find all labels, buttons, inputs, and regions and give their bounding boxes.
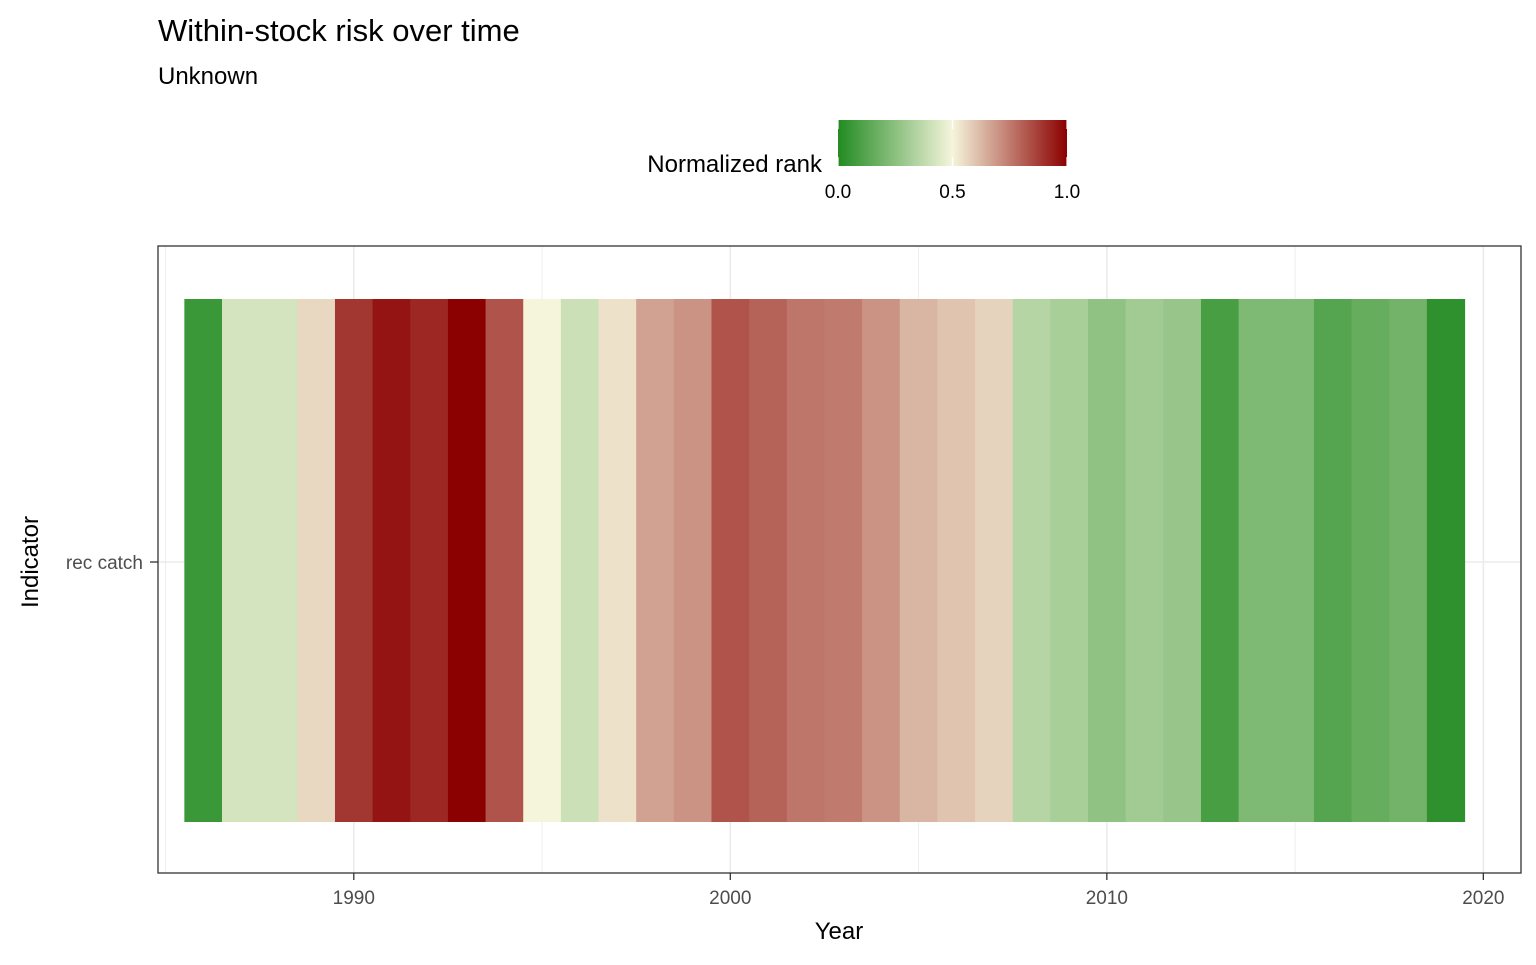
heatmap-tile (447, 299, 487, 822)
heatmap-tile (673, 299, 713, 822)
x-ticks: 1990 2000 2010 2020 (333, 873, 1504, 909)
legend-tick-label: 0.0 (825, 182, 851, 203)
legend-tick-label: 0.5 (939, 182, 965, 203)
heatmap-tile (786, 299, 826, 822)
heatmap-tile (1389, 299, 1428, 822)
x-tick-label: 2010 (1086, 888, 1128, 909)
legend-ticks: 0.0 0.5 1.0 (825, 120, 1080, 203)
x-axis: 1990 2000 2010 2020 Year (333, 873, 1504, 945)
heatmap-tile (1351, 299, 1390, 822)
heatmap-tile (1088, 299, 1127, 822)
heatmap-tile (1012, 299, 1051, 822)
heatmap-tile (862, 299, 901, 822)
heatmap-tile (372, 299, 411, 822)
heatmap-tile (899, 299, 938, 822)
legend-title: Normalized rank (647, 151, 823, 178)
heatmap-tile (334, 299, 374, 822)
plot-area (157, 245, 1522, 874)
heatmap-tile (184, 299, 223, 822)
x-tick-label: 2020 (1462, 888, 1504, 909)
heatmap-tile (1050, 299, 1089, 822)
heatmap-tile (1313, 299, 1353, 822)
chart-title: Within-stock risk over time (158, 13, 520, 48)
heatmap-tile (1426, 299, 1466, 822)
heatmap-tile (560, 299, 600, 822)
heatmap-tile (259, 299, 298, 822)
panel-border (157, 245, 1522, 874)
legend: Normalized rank 0.0 0.5 1.0 (647, 120, 1080, 203)
heatmap-tile (975, 299, 1014, 822)
heatmap-tile (410, 299, 449, 822)
x-axis-title: Year (815, 918, 864, 945)
heatmap-tile (824, 299, 863, 822)
heatmap-tile (711, 299, 750, 822)
heatmap-tile (937, 299, 976, 822)
chart-subtitle: Unknown (158, 63, 258, 90)
y-axis: rec catch Indicator (17, 516, 158, 608)
heatmap-tile (749, 299, 788, 822)
heatmap-tile (1238, 299, 1277, 822)
heatmap-tile (1125, 299, 1164, 822)
heatmap-tile (1163, 299, 1202, 822)
heatmap-tiles (184, 299, 1466, 822)
x-tick-label: 2000 (709, 888, 751, 909)
heatmap-tile (1200, 299, 1240, 822)
heatmap-tile (598, 299, 637, 822)
heatmap-tile (485, 299, 524, 822)
legend-tick-label: 1.0 (1054, 182, 1080, 203)
y-axis-title: Indicator (17, 516, 44, 608)
heatmap-tile (222, 299, 261, 822)
x-tick-label: 1990 (333, 888, 375, 909)
heatmap-tile (297, 299, 336, 822)
y-tick-label: rec catch (66, 553, 143, 574)
heatmap-tile (1276, 299, 1315, 822)
heatmap-tile (523, 299, 562, 822)
heatmap-tile (636, 299, 675, 822)
